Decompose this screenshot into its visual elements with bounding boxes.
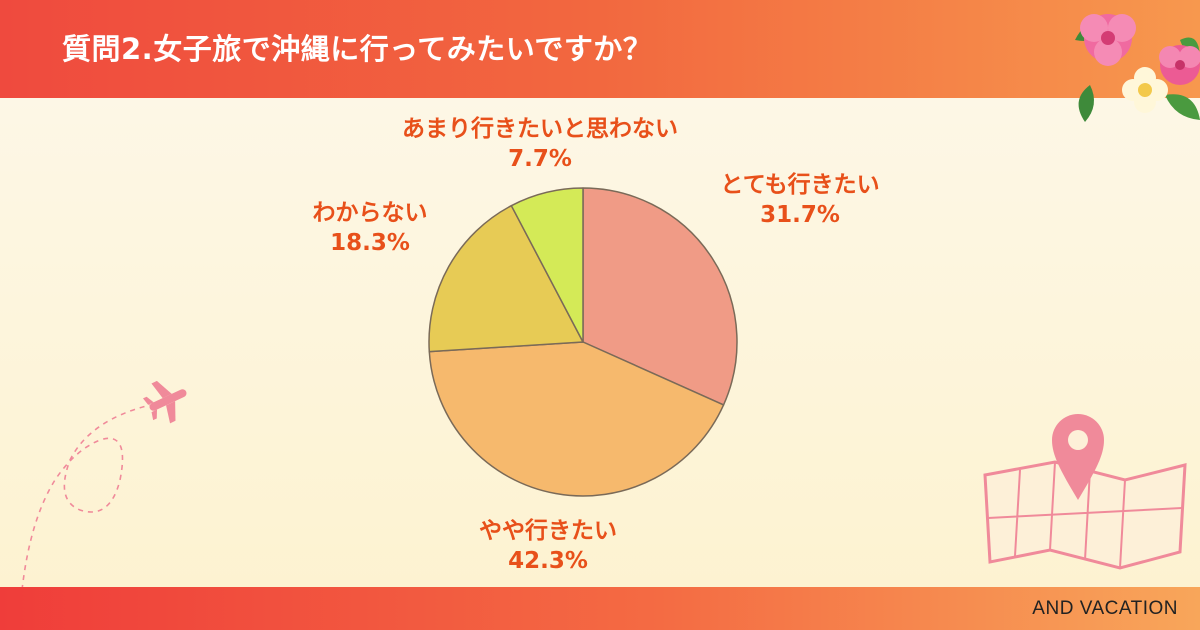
footer-banner: AND VACATION: [0, 587, 1200, 630]
label-slice-2: やや行きたい 42.3%: [438, 516, 658, 576]
slice-3-label: わからない: [312, 200, 428, 226]
slice-2-label: やや行きたい: [479, 518, 617, 544]
page-title: 質問2.女子旅で沖縄に行ってみたいですか？: [62, 32, 653, 66]
slice-3-value: 18.3%: [330, 230, 410, 256]
slice-4-label: あまり行きたいと思わない: [402, 116, 678, 142]
hibiscus-flowers-icon: [1075, 14, 1200, 122]
slice-2-value: 42.3%: [508, 548, 588, 574]
label-slice-4: あまり行きたいと思わない 7.7%: [360, 114, 720, 174]
pie-slice-2: [428, 341, 725, 497]
pie-slice-1: [582, 187, 738, 406]
brand-name: AND VACATION: [1032, 598, 1178, 619]
label-slice-1: とても行きたい 31.7%: [700, 170, 900, 230]
pie-slice-3: [428, 204, 584, 353]
map-pin-icon: [983, 414, 1187, 570]
airplane-icon: [21, 380, 187, 591]
slice-1-value: 31.7%: [760, 202, 840, 228]
slice-1-label: とても行きたい: [720, 172, 880, 198]
pie-slice-4: [510, 187, 584, 343]
label-slice-3: わからない 18.3%: [280, 198, 460, 258]
slice-4-value: 7.7%: [508, 146, 572, 172]
header-banner: 質問2.女子旅で沖縄に行ってみたいですか？: [0, 0, 1200, 98]
